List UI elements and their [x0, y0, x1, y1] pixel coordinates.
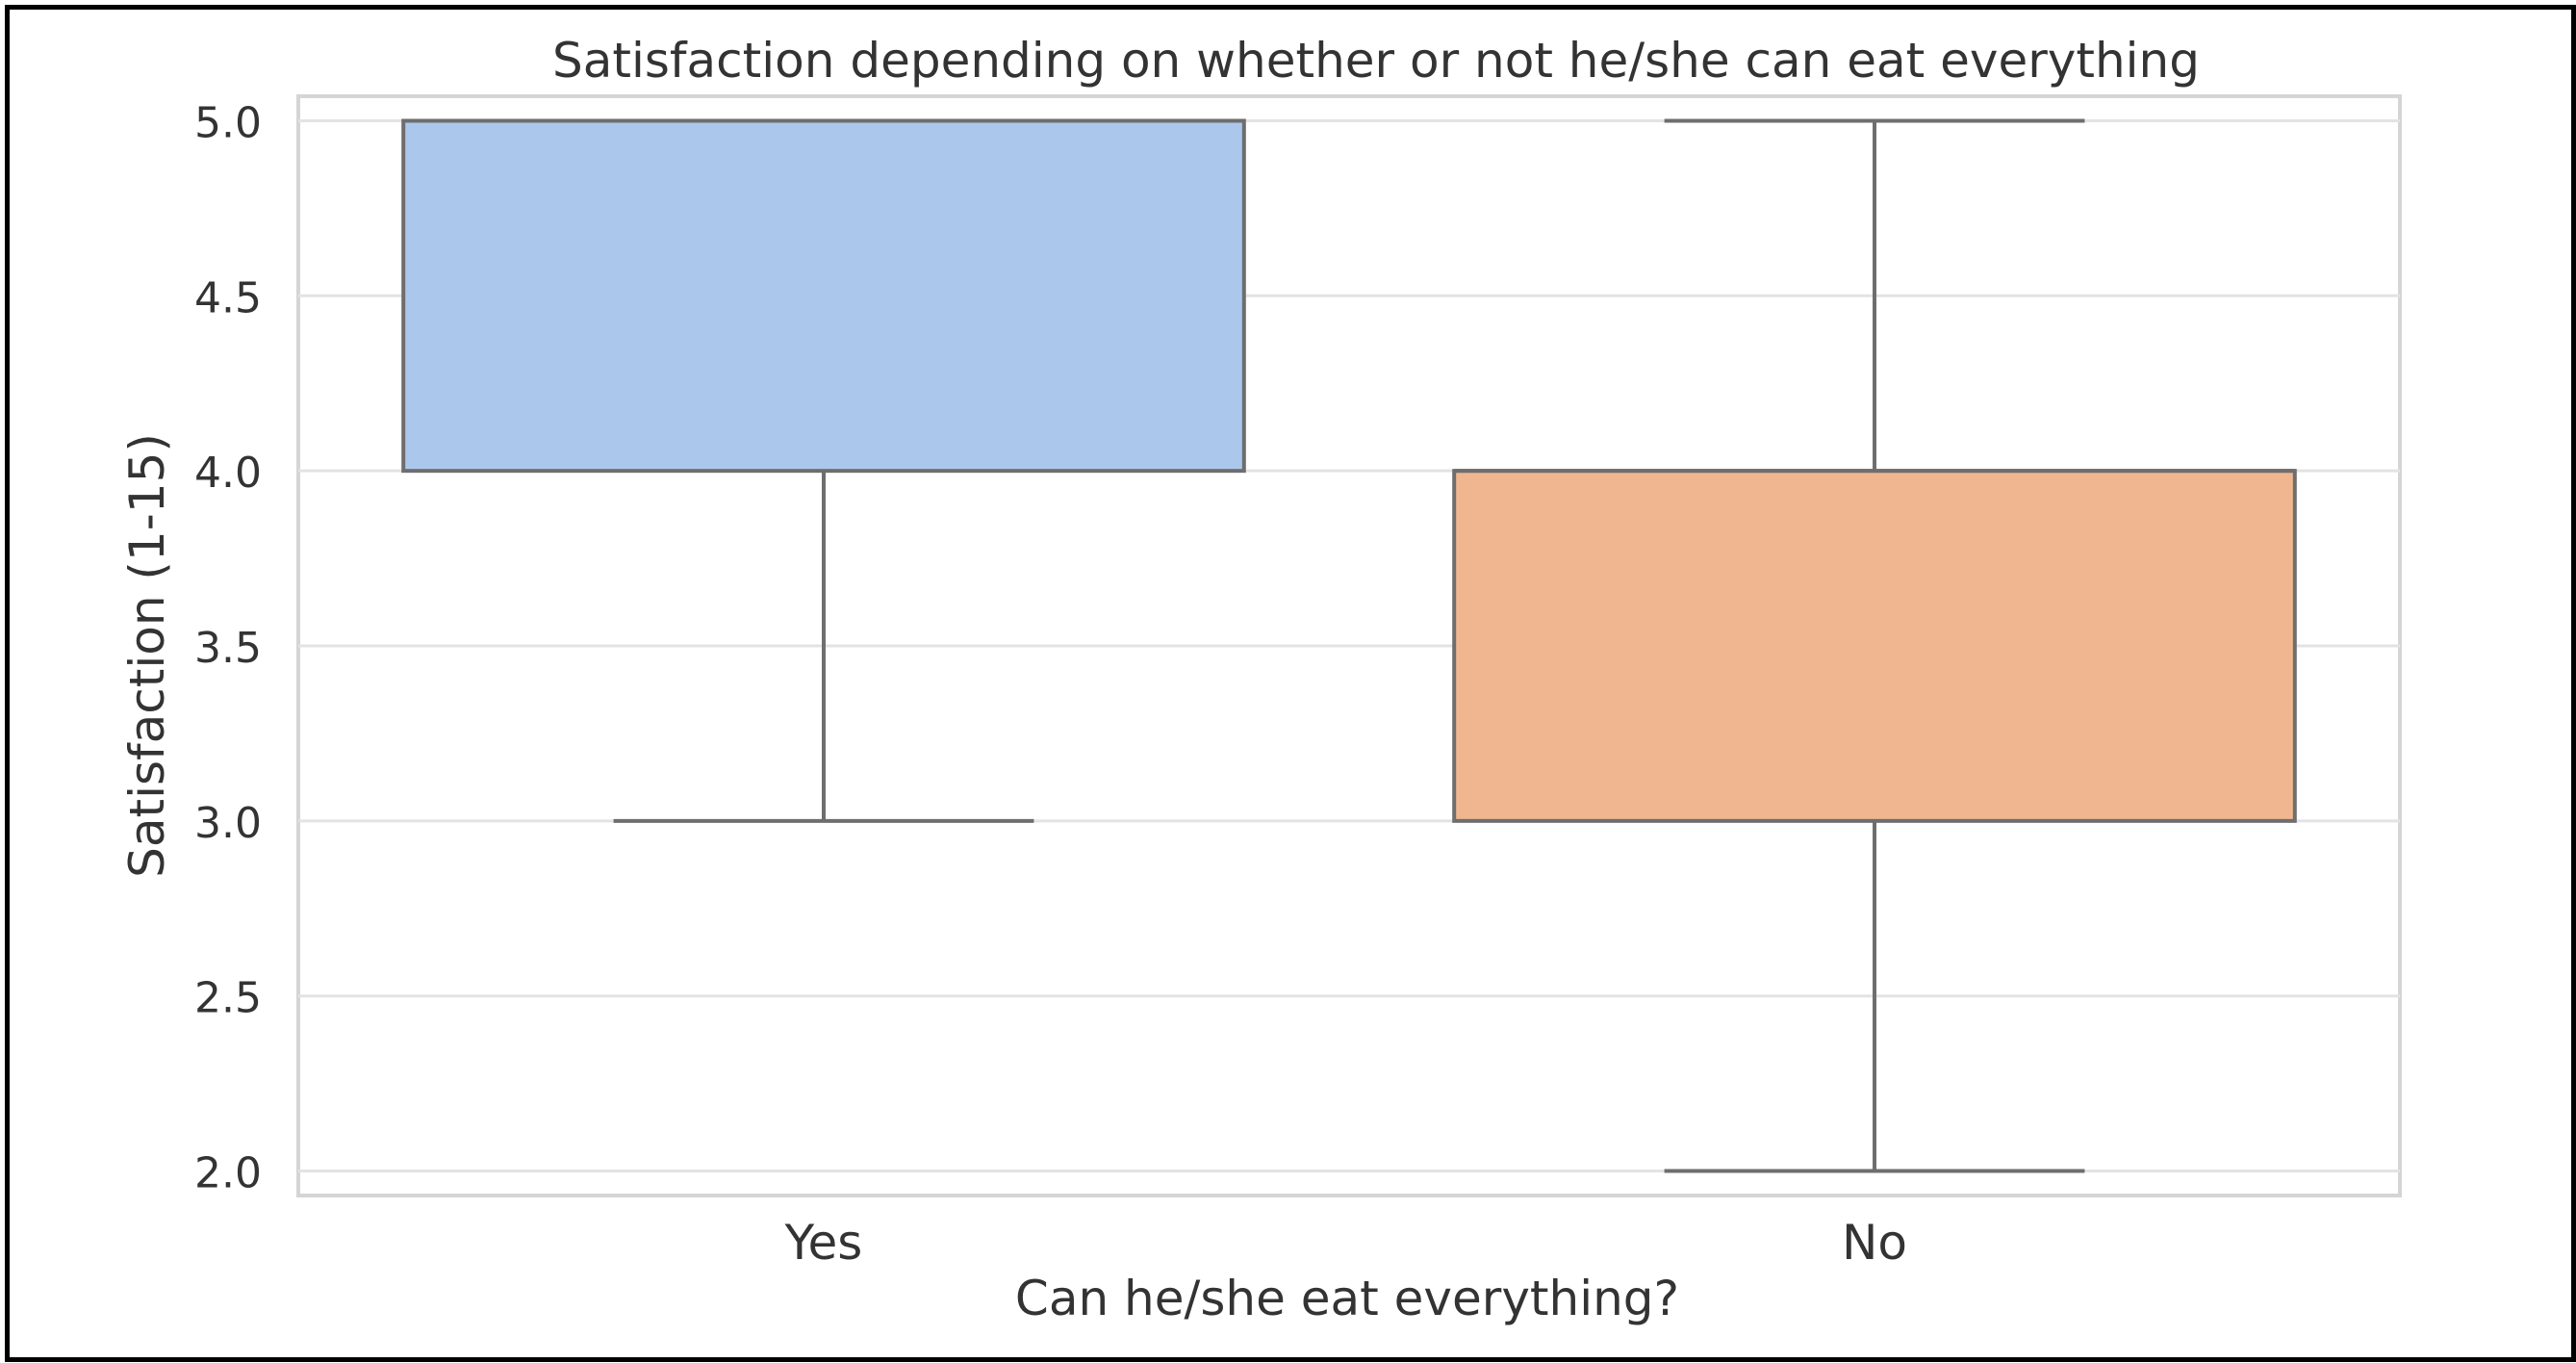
x-tick-label: Yes — [784, 1215, 863, 1271]
y-tick-label: 4.0 — [194, 449, 262, 498]
x-tick-label: No — [1842, 1215, 1907, 1271]
y-tick-label: 4.5 — [194, 273, 262, 322]
chart-title: Satisfaction depending on whether or not… — [552, 33, 2200, 89]
y-tick-label: 2.5 — [194, 974, 262, 1023]
boxes — [401, 118, 2297, 1173]
x-axis-label: Can he/she eat everything? — [1015, 1271, 1679, 1326]
box-group-yes — [401, 118, 1246, 823]
y-tick-label: 5.0 — [194, 98, 262, 147]
y-tick-labels: 2.0 2.5 3.0 3.5 4.0 4.5 5.0 — [194, 98, 262, 1197]
box-group-no — [1452, 118, 2297, 1173]
x-tick-labels: Yes No — [784, 1215, 1907, 1271]
y-axis-label: Satisfaction (1-15) — [119, 433, 175, 878]
y-tick-label: 3.0 — [194, 799, 262, 848]
box-iqr — [401, 118, 1246, 474]
box-iqr — [1452, 469, 2297, 823]
y-tick-label: 3.5 — [194, 624, 262, 673]
y-tick-label: 2.0 — [194, 1149, 262, 1198]
